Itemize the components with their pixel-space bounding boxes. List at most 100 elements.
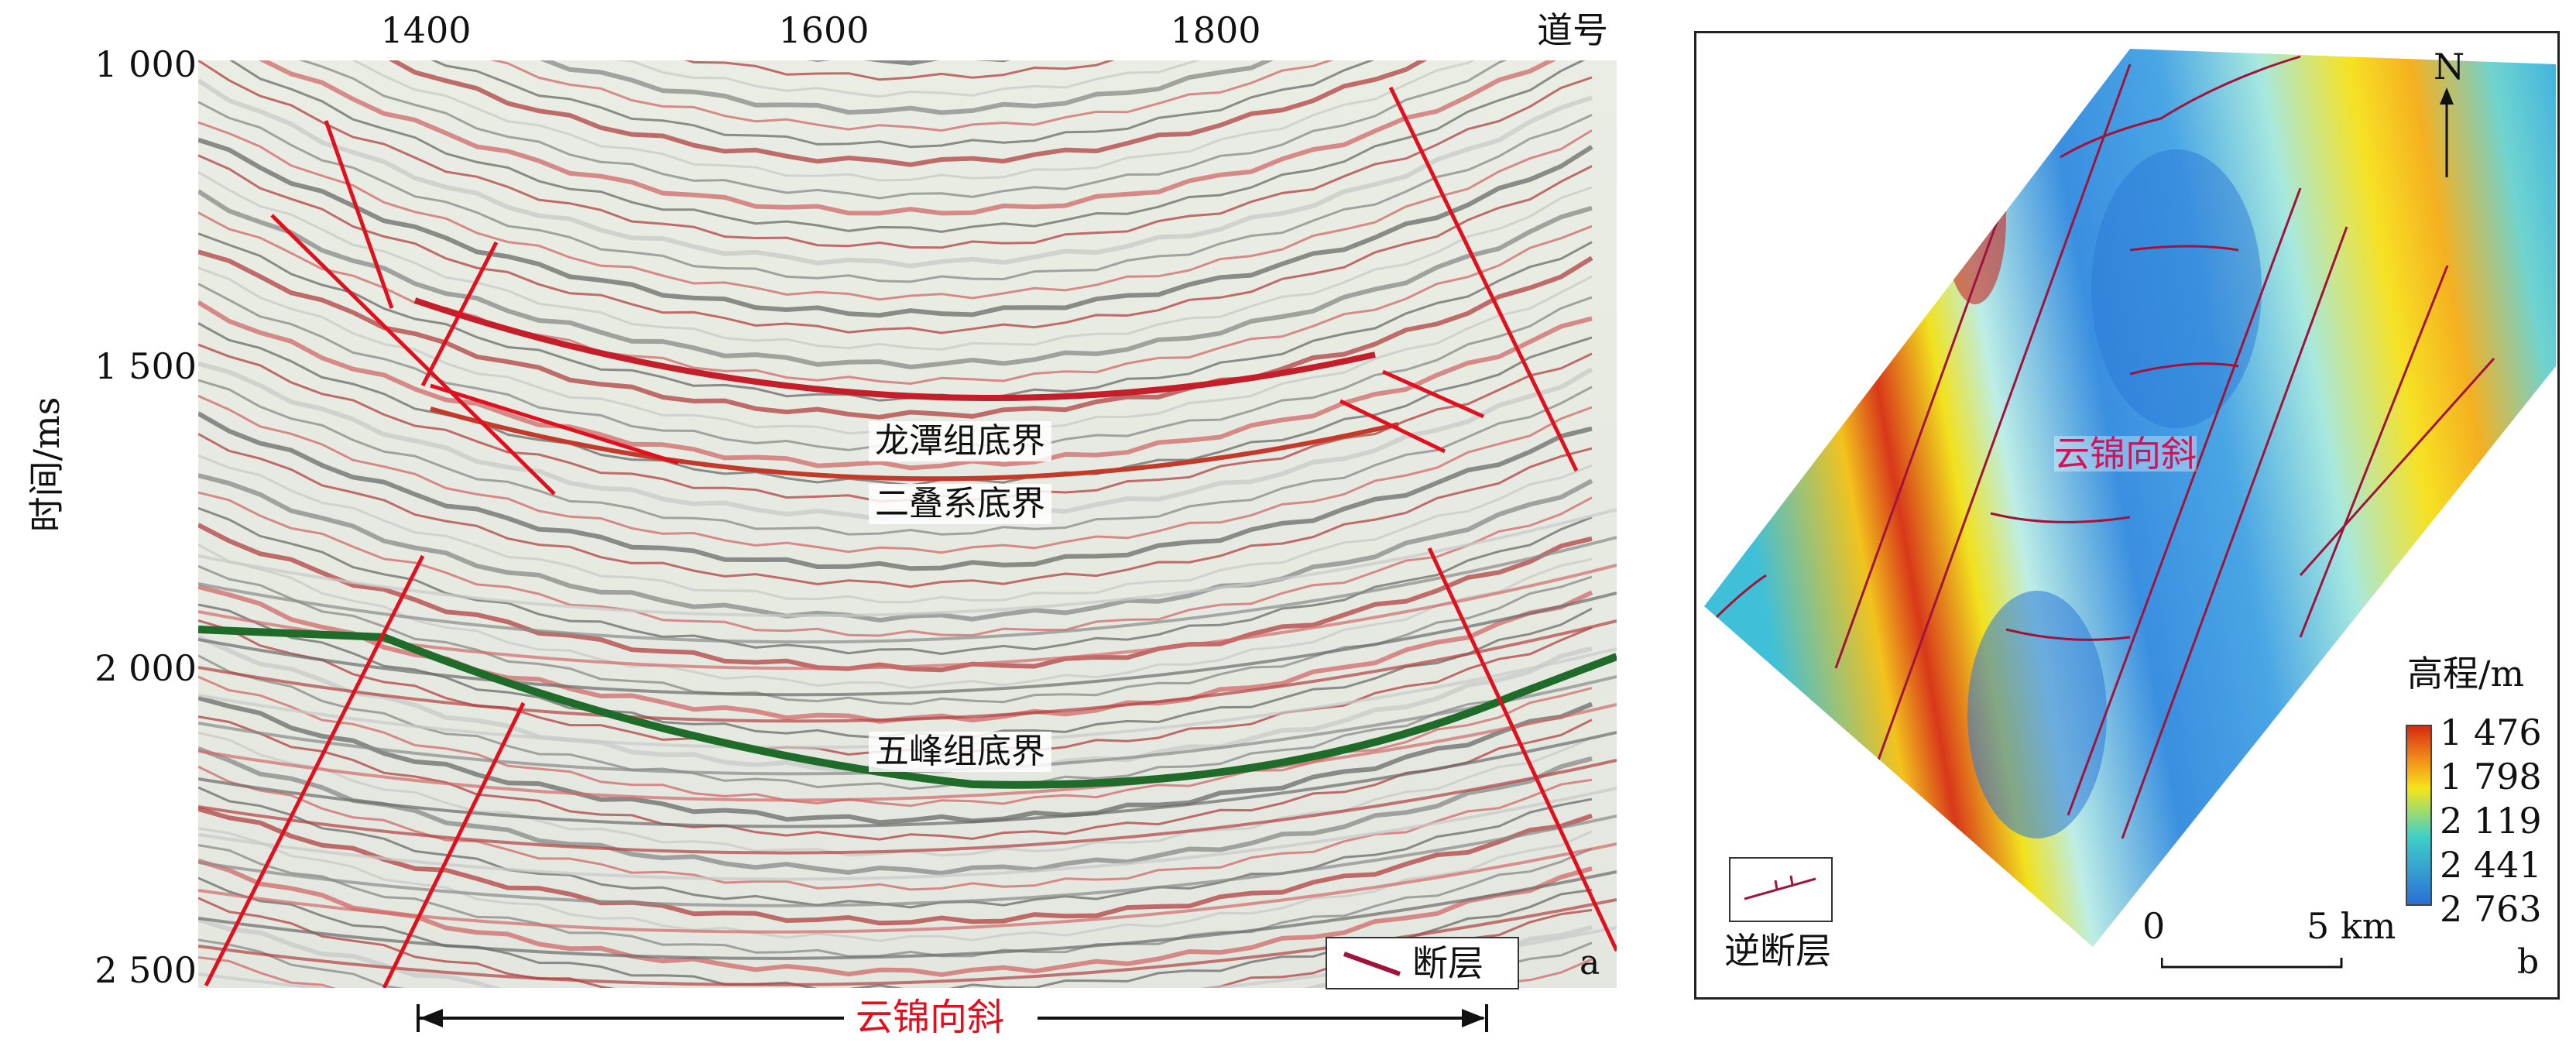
reflector-band bbox=[198, 731, 1617, 828]
colorbar-tick-1476: 1 476 bbox=[2440, 712, 2542, 753]
horizon-label-wufeng: 五峰组底界 bbox=[869, 732, 1051, 772]
reflector-band bbox=[198, 508, 1617, 618]
fault-line bbox=[1381, 369, 1485, 419]
reflector-band bbox=[198, 870, 1617, 960]
fault-legend: 断层 bbox=[1326, 937, 1519, 989]
reflector-band bbox=[198, 60, 1593, 249]
x-axis-label: 道号 bbox=[1537, 9, 1608, 51]
reflector-band bbox=[198, 379, 1593, 536]
fault-line bbox=[1339, 399, 1446, 454]
reflector-band bbox=[198, 411, 1593, 571]
reflector-band bbox=[198, 619, 1617, 723]
syncline-label-b: 云锦向斜 bbox=[2054, 433, 2197, 475]
reflector-band bbox=[198, 170, 1593, 351]
north-label: N bbox=[2434, 46, 2465, 87]
horizon-wufeng bbox=[198, 626, 1617, 789]
fault-line bbox=[1388, 86, 1579, 472]
reverse-fault bbox=[1865, 63, 2132, 793]
horizon-permian bbox=[430, 406, 1399, 482]
fault-legend-symbol bbox=[1343, 952, 1401, 976]
reflector-band bbox=[198, 433, 1593, 588]
syncline-label-a: 云锦向斜 bbox=[856, 996, 1005, 1039]
reflector-band bbox=[684, 60, 1115, 81]
scale-zero-label: 0 bbox=[2142, 905, 2166, 947]
fault-lines bbox=[204, 86, 1617, 988]
panel-letter-b: b bbox=[2517, 942, 2540, 982]
reverse-fault bbox=[2121, 226, 2348, 839]
horizon-longtan bbox=[413, 297, 1376, 401]
colorbar-tick-1798: 1 798 bbox=[2440, 756, 2542, 797]
reflector-band bbox=[198, 232, 1593, 402]
reflector-band bbox=[198, 844, 1593, 958]
reflector-band bbox=[198, 654, 1593, 791]
reflector-band bbox=[198, 454, 1593, 604]
horizon-label-longtan: 龙潭组底界 bbox=[869, 421, 1051, 461]
reverse-fault bbox=[2129, 245, 2239, 252]
fault-legend-label: 断层 bbox=[1412, 942, 1484, 984]
reflector-band bbox=[198, 787, 1617, 881]
reverse-fault bbox=[2299, 265, 2449, 638]
reflector-band bbox=[198, 715, 1593, 841]
syncline-arrow bbox=[417, 1003, 1488, 1034]
reflector-band bbox=[198, 759, 1617, 855]
panel-b: N 云锦向斜 高程/m 1 476 1 798 2 119 2 441 2 76… bbox=[1694, 31, 2560, 1000]
reflector-band bbox=[198, 249, 1593, 420]
y-tick-1500: 1 500 bbox=[94, 345, 197, 387]
seismic-image bbox=[198, 60, 1617, 988]
map-low bbox=[2091, 149, 2262, 428]
reflector-band bbox=[540, 60, 1274, 115]
y-tick-2000: 2 000 bbox=[94, 647, 197, 689]
reflector-band bbox=[198, 703, 1617, 802]
reflector-band bbox=[198, 137, 1593, 318]
reflector-band bbox=[198, 394, 1593, 554]
north-arrow-icon bbox=[2440, 87, 2454, 177]
reflector-band bbox=[198, 154, 1593, 334]
reflector-band bbox=[198, 536, 1617, 644]
seismic-section bbox=[198, 60, 1617, 988]
reflector-band bbox=[198, 491, 1593, 637]
reverse-fault bbox=[2299, 358, 2495, 576]
reflector-band bbox=[198, 746, 1593, 876]
reverse-fault-legend bbox=[1729, 857, 1833, 922]
colorbar-title: 高程/m bbox=[2407, 653, 2525, 694]
colorbar-tick-2763: 2 763 bbox=[2440, 888, 2542, 930]
x-tick-1600: 1600 bbox=[778, 9, 870, 51]
fault-line bbox=[270, 214, 556, 496]
reflector-band bbox=[198, 695, 1593, 825]
reflector-band bbox=[350, 60, 1476, 182]
scale-bar bbox=[2161, 958, 2343, 969]
map-low bbox=[1967, 591, 2107, 839]
reverse-fault bbox=[1710, 574, 1767, 623]
reflector-band bbox=[806, 60, 1011, 66]
reflector-band bbox=[198, 78, 1593, 269]
reflector-band bbox=[198, 815, 1617, 907]
x-tick-1800: 1800 bbox=[1170, 9, 1261, 51]
fault-line bbox=[420, 241, 499, 387]
reverse-fault bbox=[2129, 362, 2239, 376]
reflector-band bbox=[198, 827, 1593, 942]
reflector-band bbox=[198, 121, 1593, 301]
y-tick-1000: 1 000 bbox=[94, 43, 197, 85]
reflector-band bbox=[430, 60, 1375, 149]
reflector-band bbox=[198, 300, 1593, 471]
fault-line bbox=[1427, 547, 1617, 952]
reflector-band bbox=[298, 60, 1508, 200]
reflector-band bbox=[198, 675, 1617, 776]
scale-end-label: 5 km bbox=[2307, 905, 2396, 947]
colorbar-tick-2119: 2 119 bbox=[2440, 800, 2542, 842]
reflector-band bbox=[198, 592, 1617, 697]
reflector-band bbox=[198, 858, 1593, 977]
reverse-fault bbox=[2060, 55, 2301, 159]
reverse-fault bbox=[2067, 187, 2302, 816]
reflector-band bbox=[198, 322, 1593, 487]
reflector-band bbox=[198, 189, 1593, 370]
reflector-band bbox=[489, 60, 1334, 132]
fault-line bbox=[204, 554, 425, 987]
reflector-band bbox=[388, 60, 1428, 167]
colorbar-tick-2441: 2 441 bbox=[2440, 844, 2542, 886]
reverse-fault bbox=[2005, 628, 2131, 641]
reverse-fault-legend-symbol bbox=[1744, 875, 1816, 900]
map-high bbox=[1944, 134, 2006, 304]
reflector-band bbox=[198, 101, 1593, 283]
reverse-fault-legend-label: 逆断层 bbox=[1724, 930, 1831, 972]
